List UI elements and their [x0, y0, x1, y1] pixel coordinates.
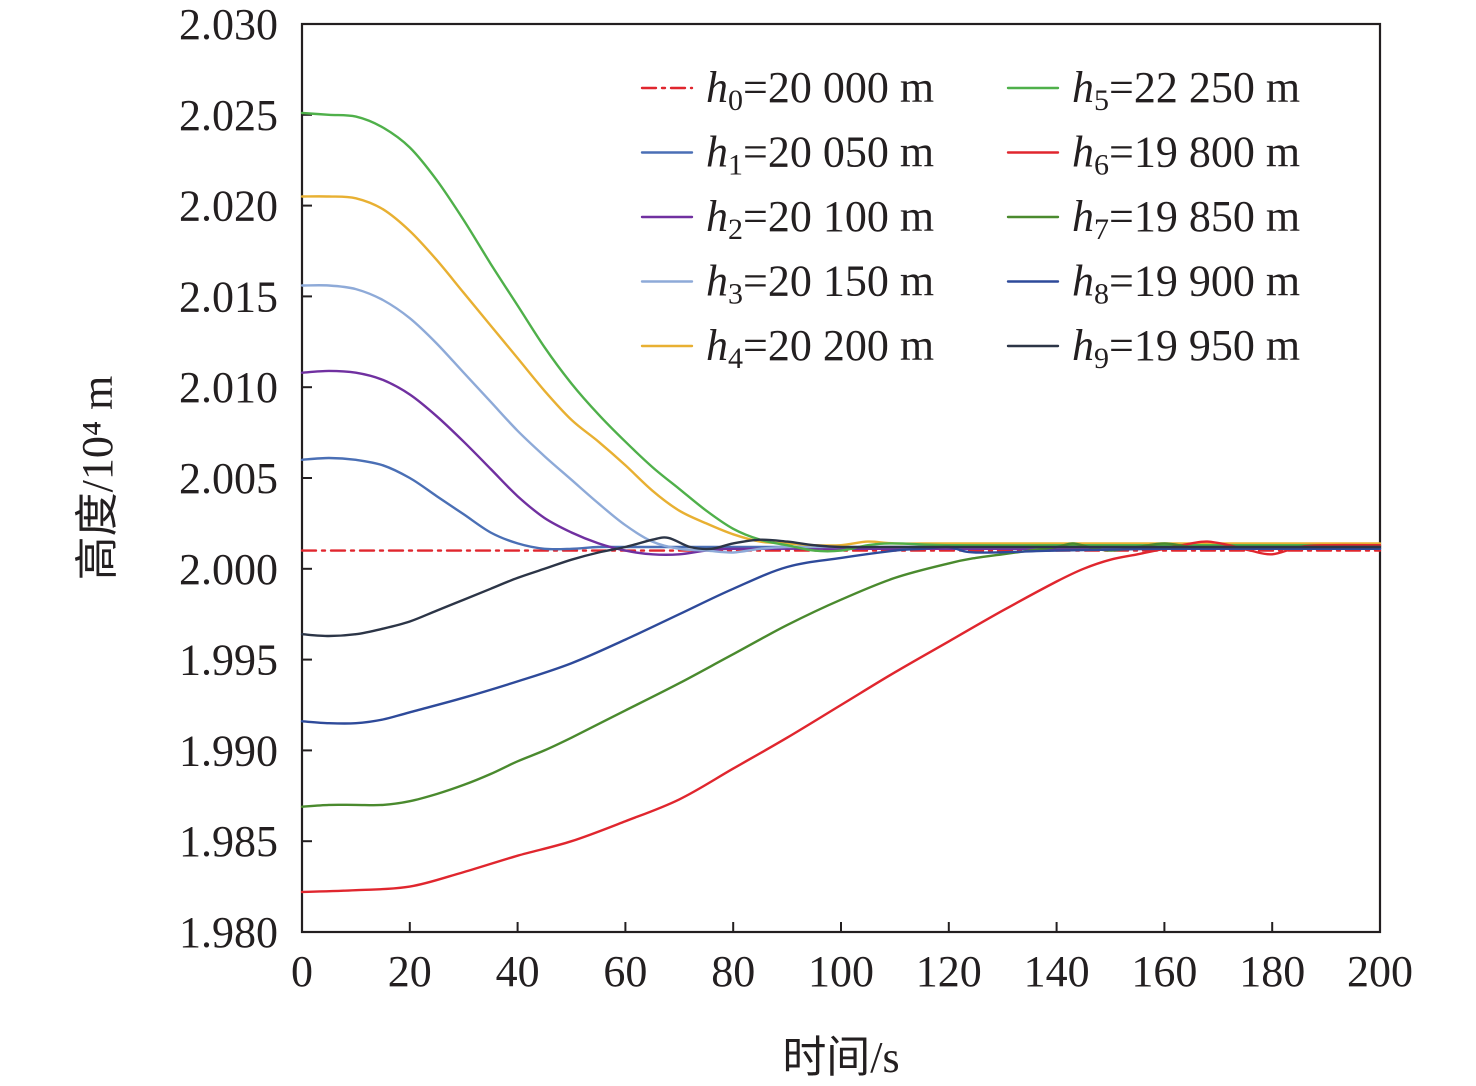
series-layer — [300, 111, 1382, 894]
legend-value: =19 850 m — [1109, 192, 1300, 241]
legend-subscript: 4 — [728, 342, 743, 375]
legend-label-h9: h9=19 950 m — [1072, 321, 1300, 375]
series-line-h9 — [300, 536, 1382, 638]
legend-subscript: 2 — [728, 213, 743, 246]
y-tick-label: 2.015 — [179, 272, 278, 321]
legend-subscript: 8 — [1094, 278, 1109, 311]
legend-label-h8: h8=19 900 m — [1072, 257, 1300, 311]
y-tick-label: 2.010 — [179, 363, 278, 412]
x-tick-label: 180 — [1239, 947, 1305, 996]
legend-subscript: 1 — [728, 149, 743, 182]
legend-value: =19 800 m — [1109, 128, 1300, 177]
series-line-h6 — [300, 540, 1382, 894]
x-tick-label: 20 — [388, 947, 432, 996]
legend-value: =22 250 m — [1109, 63, 1300, 112]
y-tick-label: 1.985 — [179, 817, 278, 866]
legend-value: =20 100 m — [743, 192, 934, 241]
legend-label-h3: h3=20 150 m — [706, 257, 934, 311]
x-tick-label: 100 — [808, 947, 874, 996]
legend-symbol: h — [706, 321, 728, 370]
legend-symbol: h — [1072, 128, 1094, 177]
legend-subscript: 9 — [1094, 342, 1109, 375]
legend-label-h7: h7=19 850 m — [1072, 192, 1300, 246]
y-tick-label: 1.980 — [179, 908, 278, 957]
series-line-h8 — [300, 545, 1382, 725]
y-tick-label: 2.005 — [179, 454, 278, 503]
legend-symbol: h — [706, 128, 728, 177]
legend-subscript: 7 — [1094, 213, 1109, 246]
legend-value: =20 200 m — [743, 321, 934, 370]
legend-label-h2: h2=20 100 m — [706, 192, 934, 246]
legend-value: =20 050 m — [743, 128, 934, 177]
legend-symbol: h — [1072, 257, 1094, 306]
legend-symbol: h — [706, 257, 728, 306]
y-tick-label: 2.020 — [179, 182, 278, 231]
legend-value: =19 900 m — [1109, 257, 1300, 306]
y-tick-label: 2.000 — [179, 545, 278, 594]
legend: h0=20 000 mh1=20 050 mh2=20 100 mh3=20 1… — [640, 63, 1300, 375]
y-tick-label: 2.030 — [179, 0, 278, 49]
legend-subscript: 0 — [728, 84, 743, 117]
legend-value: =20 150 m — [743, 257, 934, 306]
x-tick-label: 80 — [711, 947, 755, 996]
y-tick-label: 2.025 — [179, 91, 278, 140]
x-tick-label: 60 — [603, 947, 647, 996]
legend-label-h5: h5=22 250 m — [1072, 63, 1300, 117]
x-tick-label: 0 — [291, 947, 313, 996]
x-tick-label: 200 — [1347, 947, 1413, 996]
series-line-h5 — [300, 111, 1382, 553]
series-line-h4 — [300, 195, 1382, 547]
y-axis-ticks: 1.980 1.985 1.990 1.995 2.000 2.005 2.010 2.015… — [179, 0, 312, 957]
legend-subscript: 5 — [1094, 84, 1109, 117]
x-tick-label: 120 — [916, 947, 982, 996]
x-axis-ticks: 0 20 40 60 80 100 120 140 160 180 200 — [291, 922, 1413, 996]
legend-symbol: h — [1072, 321, 1094, 370]
y-tick-label: 1.990 — [179, 726, 278, 775]
y-tick-label: 1.995 — [179, 636, 278, 685]
legend-value: =19 950 m — [1109, 321, 1300, 370]
legend-symbol: h — [1072, 192, 1094, 241]
x-axis-label: 时间/s — [782, 1033, 899, 1082]
x-tick-label: 160 — [1131, 947, 1197, 996]
series-line-h1 — [300, 456, 1382, 551]
x-tick-label: 140 — [1024, 947, 1090, 996]
legend-label-h1: h1=20 050 m — [706, 128, 934, 182]
legend-symbol: h — [706, 192, 728, 241]
legend-label-h0: h0=20 000 m — [706, 63, 934, 117]
legend-label-h6: h6=19 800 m — [1072, 128, 1300, 182]
series-line-h7 — [300, 542, 1382, 808]
y-axis-label: 高度/10⁴ m — [73, 376, 122, 581]
legend-symbol: h — [1072, 63, 1094, 112]
legend-value: =20 000 m — [743, 63, 934, 112]
legend-label-h4: h4=20 200 m — [706, 321, 934, 375]
series-line-h2 — [300, 369, 1382, 556]
x-tick-label: 40 — [496, 947, 540, 996]
legend-subscript: 6 — [1094, 149, 1109, 182]
legend-subscript: 3 — [728, 278, 743, 311]
legend-symbol: h — [706, 63, 728, 112]
